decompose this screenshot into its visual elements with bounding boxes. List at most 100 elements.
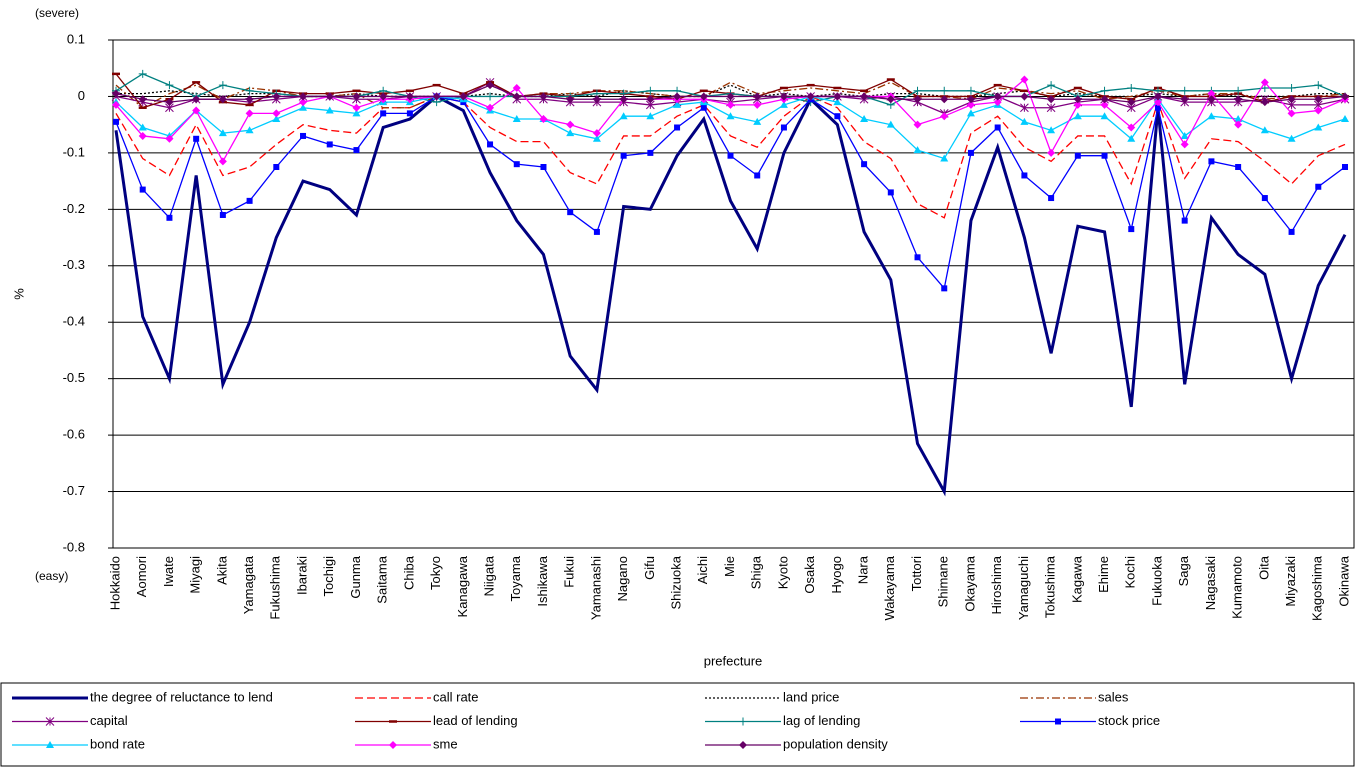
point	[592, 134, 601, 142]
y-tick-label: -0.8	[63, 539, 85, 554]
x-tick-label: Aichi	[695, 556, 710, 584]
point	[1074, 152, 1081, 159]
y-tick-label: -0.1	[63, 144, 85, 159]
point	[459, 92, 468, 101]
point	[1287, 83, 1296, 92]
legend-label: capital	[90, 713, 128, 728]
point	[726, 100, 735, 109]
point	[1287, 95, 1296, 104]
point	[272, 115, 281, 123]
point	[272, 92, 281, 101]
y-axis-label: %	[11, 288, 26, 300]
point	[1180, 131, 1189, 139]
point	[1154, 104, 1161, 111]
point	[860, 92, 869, 101]
point	[512, 115, 521, 123]
point	[887, 189, 894, 196]
x-tick-label: Fukui	[562, 556, 577, 588]
x-tick-label: Okayama	[962, 555, 977, 611]
point	[405, 92, 414, 101]
x-axis-label: prefecture	[704, 653, 763, 668]
point	[352, 92, 361, 101]
x-tick-label: Wakayama	[882, 555, 897, 620]
point	[353, 147, 360, 154]
legend-label: lead of lending	[433, 713, 518, 728]
legend-label: stock price	[1098, 713, 1160, 728]
point	[1127, 83, 1136, 92]
point	[299, 98, 308, 107]
point	[325, 106, 334, 114]
point	[273, 164, 280, 170]
x-tick-label: Niigata	[481, 555, 496, 596]
point	[218, 81, 227, 90]
point	[1047, 126, 1056, 134]
point	[192, 95, 201, 104]
x-tick-label: Ishikawa	[535, 555, 550, 606]
point	[1020, 117, 1029, 125]
point	[138, 95, 147, 104]
point	[1287, 134, 1296, 142]
point	[193, 135, 200, 142]
point	[834, 113, 841, 120]
point	[1100, 112, 1109, 120]
x-tick-label: Kanagawa	[455, 555, 470, 617]
point	[1207, 89, 1216, 98]
point	[966, 100, 975, 109]
x-tick-label: Nagano	[615, 556, 630, 602]
legend-marker	[45, 717, 55, 726]
point	[1048, 195, 1055, 202]
point	[218, 157, 227, 166]
x-tick-label: Yamanashi	[588, 556, 603, 620]
legend-label: land price	[783, 689, 839, 704]
point	[1342, 164, 1348, 170]
x-tick-label: Kochi	[1123, 556, 1138, 589]
legend-label: call rate	[433, 689, 479, 704]
series-line	[114, 94, 1347, 497]
x-tick-label: Akita	[214, 555, 229, 585]
point	[726, 112, 735, 120]
point	[326, 141, 333, 148]
point	[833, 92, 842, 101]
point	[1234, 86, 1243, 95]
x-tick-label: Kyoto	[775, 556, 790, 589]
point	[1234, 115, 1243, 123]
x-tick-label: Osaka	[802, 555, 817, 593]
point	[753, 100, 762, 109]
point	[512, 92, 521, 101]
point	[1073, 95, 1082, 104]
point	[1234, 95, 1243, 104]
point	[1260, 126, 1269, 134]
point	[754, 172, 761, 179]
x-tick-label: Mie	[722, 556, 737, 577]
point	[753, 92, 762, 101]
point	[994, 124, 1001, 131]
point	[299, 92, 308, 101]
point	[1181, 217, 1188, 224]
x-tick-label: Kagawa	[1069, 555, 1084, 603]
point	[139, 186, 146, 193]
y-tick-label: 0.1	[67, 31, 85, 46]
point	[913, 95, 922, 104]
point	[486, 103, 495, 112]
point	[165, 134, 174, 143]
point	[1260, 78, 1269, 87]
x-tick-label: Yamaguchi	[1016, 556, 1031, 620]
point	[592, 129, 601, 138]
point	[1180, 95, 1189, 104]
point	[138, 131, 147, 140]
x-tick-label: Iwate	[161, 556, 176, 587]
top-note: (severe)	[35, 6, 79, 20]
point	[1153, 98, 1162, 107]
x-tick-label: Tochigi	[321, 556, 336, 597]
x-tick-label: Yamagata	[241, 555, 256, 614]
point	[112, 89, 120, 98]
y-tick-label: -0.2	[63, 201, 85, 216]
legend-marker	[1055, 718, 1061, 725]
point	[566, 95, 575, 104]
point	[1047, 81, 1056, 90]
legend-box	[0, 682, 1355, 767]
point	[300, 132, 307, 139]
x-tick-label: Toyama	[508, 555, 523, 601]
legend-label: sme	[433, 736, 458, 751]
point	[487, 141, 494, 148]
